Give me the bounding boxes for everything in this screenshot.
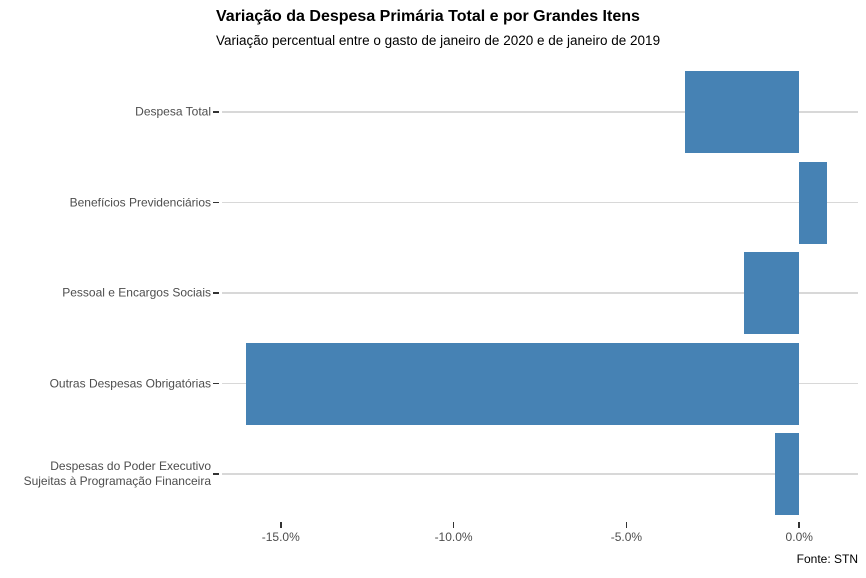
x-axis-tick: [452, 522, 455, 528]
y-axis-tick: [213, 473, 219, 475]
x-axis-tick-label: 0.0%: [785, 530, 813, 544]
bar: [775, 433, 800, 515]
category-label: Pessoal e Encargos Sociais: [62, 285, 211, 300]
bar: [685, 71, 800, 153]
bar: [246, 342, 800, 425]
category-gridline: [222, 292, 858, 294]
y-axis-tick: [213, 382, 219, 385]
x-axis-tick: [280, 522, 282, 528]
source-caption: Fonte: STN: [796, 552, 858, 566]
x-axis-tick-label: -10.0%: [434, 530, 473, 544]
category-label: Benefícios Previdenciários: [69, 195, 211, 209]
category-gridline: [222, 111, 858, 113]
y-axis-tick: [213, 111, 219, 113]
x-axis-tick: [625, 522, 628, 528]
y-axis-tick: [213, 201, 219, 204]
category-label: Despesas do Poder Executivo Sujeitas à P…: [23, 459, 211, 488]
category-label: Despesa Total: [135, 104, 211, 119]
x-axis-tick-label: -15.0%: [261, 530, 300, 544]
category-gridline: [222, 473, 858, 475]
plot-panel: [222, 60, 858, 522]
chart-subtitle: Variação percentual entre o gasto de jan…: [216, 33, 661, 48]
x-axis-tick: [798, 522, 800, 528]
bar: [799, 161, 827, 244]
chart-title: Variação da Despesa Primária Total e por…: [216, 8, 640, 25]
y-axis-tick: [213, 292, 219, 294]
bar: [743, 252, 800, 334]
category-label: Outras Despesas Obrigatórias: [49, 376, 211, 390]
x-axis-tick-label: -5.0%: [610, 530, 643, 544]
category-gridline: [222, 201, 858, 204]
